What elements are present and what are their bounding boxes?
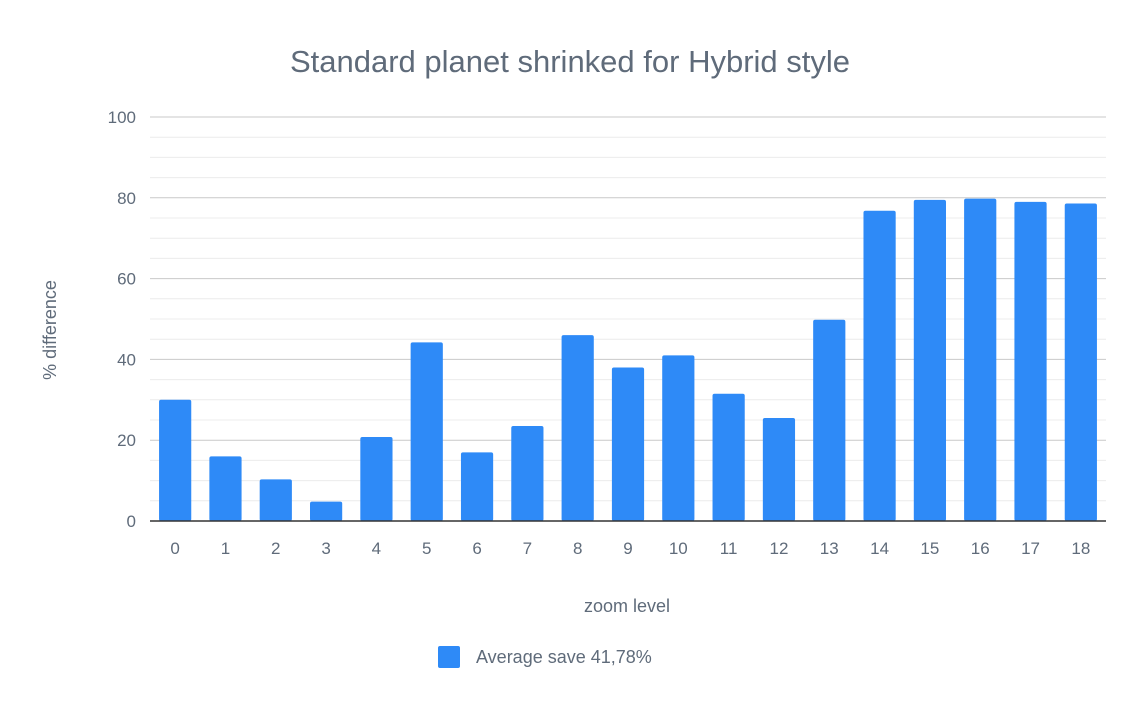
x-tick-label: 7 (523, 539, 532, 558)
chart-title: Standard planet shrinked for Hybrid styl… (290, 44, 850, 79)
y-tick-label: 80 (117, 189, 136, 208)
bar-zoom-1 (209, 456, 242, 521)
x-tick-label: 16 (971, 539, 990, 558)
bar-zoom-3 (310, 501, 343, 521)
bar-zoom-11 (712, 393, 745, 521)
x-tick-label: 11 (720, 539, 738, 558)
bars (159, 198, 1097, 521)
x-tick-label: 0 (170, 539, 179, 558)
y-tick-label: 0 (127, 512, 136, 531)
bar-zoom-0 (159, 399, 192, 521)
y-axis-label: % difference (40, 280, 60, 380)
x-tick-label: 17 (1021, 539, 1040, 558)
x-axis-label: zoom level (584, 596, 670, 616)
bar-zoom-6 (460, 452, 494, 521)
bar-zoom-17 (1014, 201, 1047, 521)
x-tick-label: 15 (920, 539, 939, 558)
bar-zoom-15 (913, 199, 946, 521)
x-tick-label: 4 (372, 539, 381, 558)
x-tick-label: 10 (669, 539, 688, 558)
legend-label: Average save 41,78% (476, 647, 652, 667)
x-tick-label: 6 (472, 539, 481, 558)
x-tick-label: 2 (271, 539, 280, 558)
legend-swatch (438, 646, 460, 668)
x-tick-label: 9 (623, 539, 632, 558)
bar-zoom-8 (561, 335, 594, 521)
y-tick-label: 60 (117, 270, 136, 289)
bar-zoom-4 (360, 436, 393, 521)
x-tick-label: 12 (769, 539, 788, 558)
legend: Average save 41,78% (438, 646, 652, 668)
x-tick-label: 8 (573, 539, 582, 558)
bar-zoom-12 (762, 417, 796, 521)
bar-zoom-16 (964, 198, 997, 521)
x-tick-label: 1 (221, 539, 230, 558)
gridlines (150, 116, 1106, 502)
x-tick-label: 5 (422, 539, 431, 558)
y-tick-label: 100 (108, 108, 136, 127)
y-tick-label: 20 (117, 431, 136, 450)
bar-zoom-13 (813, 319, 846, 521)
y-tick-label: 40 (117, 350, 136, 369)
bar-zoom-7 (511, 426, 544, 521)
bar-zoom-9 (611, 367, 645, 521)
bar-zoom-5 (410, 342, 443, 521)
x-axis-ticks: 0 1 2 3 4 5 6 7 8 9 10 11 12 13 14 15 16 17 18 (170, 539, 1090, 558)
bar-zoom-14 (863, 210, 896, 521)
x-tick-label: 13 (820, 539, 839, 558)
x-tick-label: 18 (1071, 539, 1090, 558)
bar-zoom-10 (662, 355, 695, 521)
x-tick-label: 14 (870, 539, 889, 558)
bar-zoom-18 (1064, 203, 1097, 521)
bar-zoom-2 (259, 479, 292, 521)
x-tick-label: 3 (321, 539, 330, 558)
y-axis-ticks: 0 20 40 60 80 100 (108, 108, 136, 531)
